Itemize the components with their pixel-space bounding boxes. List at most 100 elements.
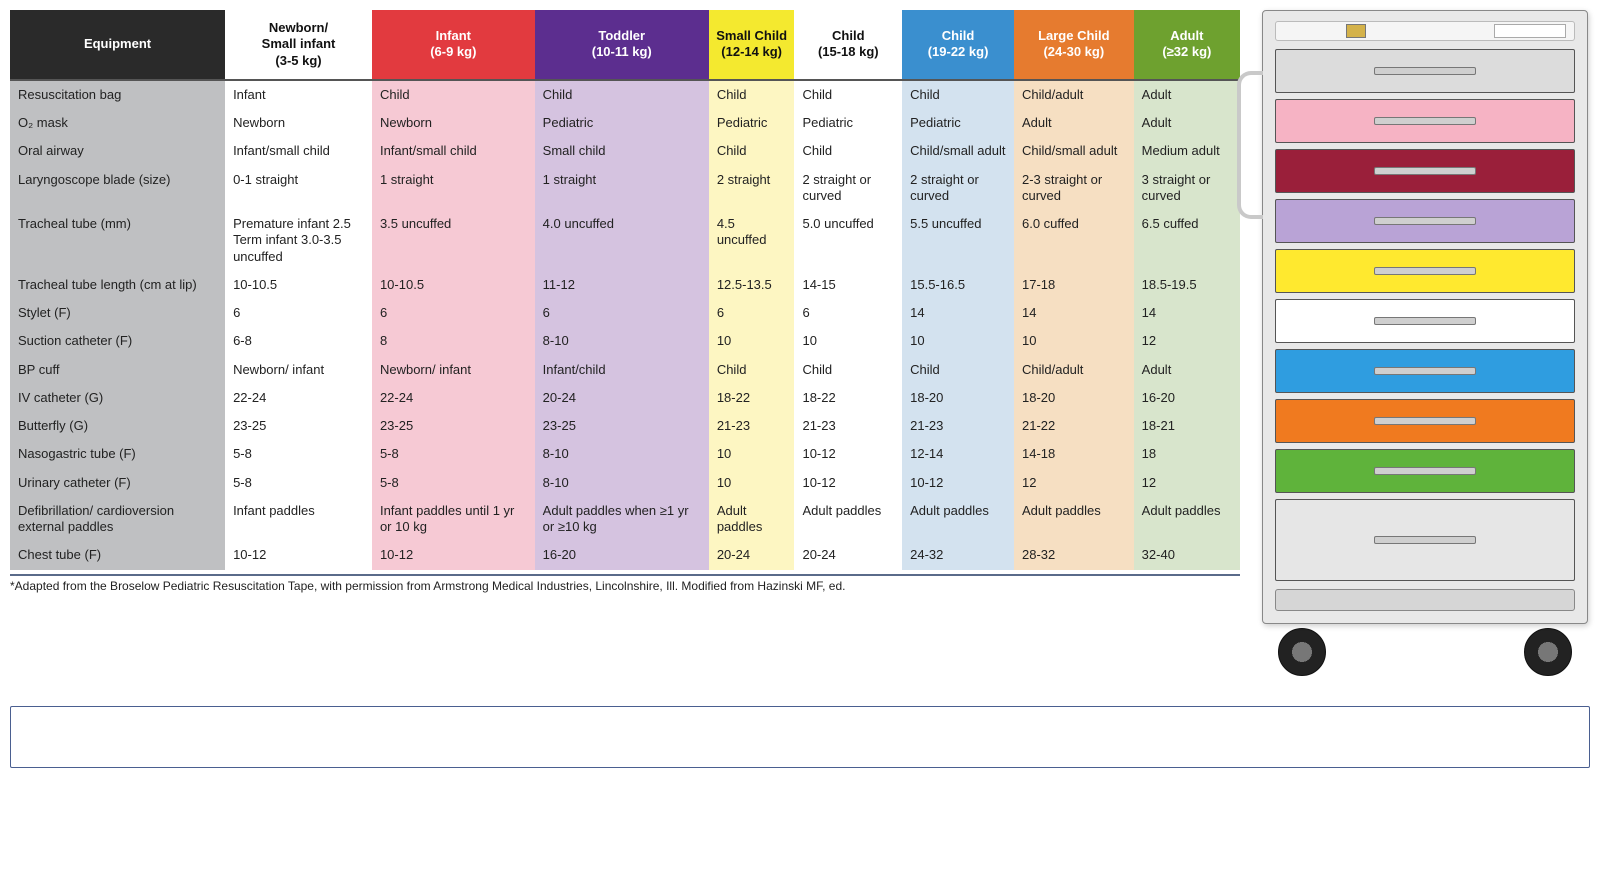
drawer-handle-icon: [1374, 317, 1476, 325]
table-row: Chest tube (F)10-1210-1216-2020-2420-242…: [10, 541, 1240, 569]
table-cell: 8-10: [535, 440, 709, 468]
table-cell: Small child: [535, 137, 709, 165]
table-row: Oral airwayInfant/small childInfant/smal…: [10, 137, 1240, 165]
table-cell: Child/adult: [1014, 356, 1134, 384]
drawer-handle-icon: [1374, 67, 1476, 75]
table-cell: 21-23: [902, 412, 1014, 440]
table-row: Butterfly (G)23-2523-2523-2521-2321-2321…: [10, 412, 1240, 440]
table-cell: Infant/small child: [372, 137, 535, 165]
table-cell: Infant/small child: [225, 137, 372, 165]
table-cell: 18-21: [1134, 412, 1240, 440]
table-cell: Pediatric: [794, 109, 902, 137]
cart-drawer: [1275, 249, 1575, 293]
drawer-handle-icon: [1374, 167, 1476, 175]
table-row: Resuscitation bagInfantChildChildChildCh…: [10, 80, 1240, 109]
cart-side-handle: [1237, 71, 1263, 219]
row-label: IV catheter (G): [10, 384, 225, 412]
table-cell: 5-8: [372, 440, 535, 468]
table-cell: 18-20: [1014, 384, 1134, 412]
table-cell: Child: [794, 80, 902, 109]
table-cell: 4.5 uncuffed: [709, 210, 795, 271]
table-cell: 14-15: [794, 271, 902, 299]
header-category: Toddler(10-11 kg): [535, 10, 709, 80]
table-cell: Infant: [225, 80, 372, 109]
table-cell: 18-22: [794, 384, 902, 412]
row-label: Tracheal tube length (cm at lip): [10, 271, 225, 299]
table-cell: 6.0 cuffed: [1014, 210, 1134, 271]
table-header: EquipmentNewborn/Small infant(3-5 kg)Inf…: [10, 10, 1240, 80]
drawer-handle-icon: [1374, 217, 1476, 225]
cart-drawer: [1275, 149, 1575, 193]
table-cell: 20-24: [535, 384, 709, 412]
cart-drawer: [1275, 349, 1575, 393]
cart-body: [1262, 10, 1588, 624]
table-cell: Infant/child: [535, 356, 709, 384]
wheel-icon: [1524, 628, 1572, 676]
table-cell: 6.5 cuffed: [1134, 210, 1240, 271]
table-cell: 23-25: [535, 412, 709, 440]
table-row: Urinary catheter (F)5-85-88-101010-1210-…: [10, 469, 1240, 497]
row-label: Nasogastric tube (F): [10, 440, 225, 468]
table-row: Tracheal tube length (cm at lip) 10-10.5 1…: [10, 271, 1240, 299]
cart-drawer: [1275, 99, 1575, 143]
table-cell: Adult: [1134, 80, 1240, 109]
table-cell: 5-8: [372, 469, 535, 497]
table-cell: Newborn: [372, 109, 535, 137]
row-label: Tracheal tube (mm): [10, 210, 225, 271]
table-cell: 14: [1134, 299, 1240, 327]
table-cell: 6: [372, 299, 535, 327]
empty-frame: [10, 706, 1590, 768]
table-cell: Pediatric: [709, 109, 795, 137]
table-cell: 20-24: [709, 541, 795, 569]
table-cell: 10-12: [225, 541, 372, 569]
header-equipment: Equipment: [10, 10, 225, 80]
table-cell: 10: [794, 327, 902, 355]
table-cell: 2 straight or curved: [794, 166, 902, 211]
header-category: Newborn/Small infant(3-5 kg): [225, 10, 372, 80]
table-cell: 10-12: [902, 469, 1014, 497]
row-label: Urinary catheter (F): [10, 469, 225, 497]
table-cell: 14: [1014, 299, 1134, 327]
table-cell: 6: [709, 299, 795, 327]
table-cell: Child/small adult: [902, 137, 1014, 165]
table-cell: 14: [902, 299, 1014, 327]
table-cell: 10: [709, 327, 795, 355]
table-cell: 18.5-19.5: [1134, 271, 1240, 299]
table-cell: Pediatric: [535, 109, 709, 137]
table-cell: 12: [1134, 469, 1240, 497]
cart-label-plate: [1494, 24, 1566, 38]
table-cell: 24-32: [902, 541, 1014, 569]
table-cell: Adult: [1134, 109, 1240, 137]
table-cell: Adult paddles: [1134, 497, 1240, 542]
row-label: Resuscitation bag: [10, 80, 225, 109]
table-cell: 22-24: [372, 384, 535, 412]
table-cell: 10-10.5: [372, 271, 535, 299]
cart-drawer: [1275, 449, 1575, 493]
table-row: BP cuffNewborn/ infantNewborn/ infantInf…: [10, 356, 1240, 384]
table-cell: Medium adult: [1134, 137, 1240, 165]
header-category: Large Child(24-30 kg): [1014, 10, 1134, 80]
drawer-handle-icon: [1374, 367, 1476, 375]
header-category: Child(15-18 kg): [794, 10, 902, 80]
table-cell: Infant paddles until 1 yr or 10 kg: [372, 497, 535, 542]
table-cell: 10: [1014, 327, 1134, 355]
row-label: Suction catheter (F): [10, 327, 225, 355]
header-category: Small Child(12-14 kg): [709, 10, 795, 80]
table-row: IV catheter (G)22-2422-2420-2418-2218-22…: [10, 384, 1240, 412]
cart-base: [1275, 589, 1575, 611]
table-cell: 15.5-16.5: [902, 271, 1014, 299]
table-cell: 12: [1014, 469, 1134, 497]
table-row: O₂ maskNewbornNewbornPediatricPediatricP…: [10, 109, 1240, 137]
cart-drawer: [1275, 499, 1575, 581]
table-cell: 21-23: [794, 412, 902, 440]
table-cell: 5.0 uncuffed: [794, 210, 902, 271]
table-row: Suction catheter (F)6-888-101010101012: [10, 327, 1240, 355]
table-cell: 23-25: [372, 412, 535, 440]
table-cell: Premature infant 2.5Term infant 3.0-3.5 …: [225, 210, 372, 271]
table-cell: 22-24: [225, 384, 372, 412]
row-label: Defibrillation/ cardioversion external p…: [10, 497, 225, 542]
table-cell: 5-8: [225, 469, 372, 497]
table-cell: 8-10: [535, 327, 709, 355]
row-label: Laryngoscope blade (size): [10, 166, 225, 211]
page: EquipmentNewborn/Small infant(3-5 kg)Inf…: [10, 10, 1590, 676]
